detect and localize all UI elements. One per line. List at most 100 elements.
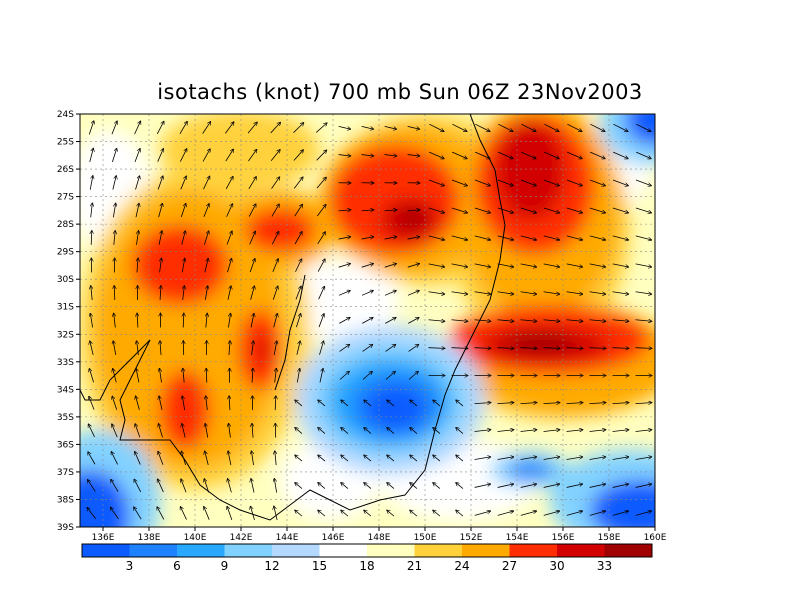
wind-arrow bbox=[338, 264, 350, 268]
wind-arrow bbox=[318, 428, 326, 434]
colorbar-label: 6 bbox=[173, 559, 181, 573]
wind-arrow bbox=[451, 320, 468, 322]
wind-arrow bbox=[134, 121, 141, 135]
wind-arrow bbox=[612, 179, 628, 186]
wind-arrow bbox=[428, 348, 445, 349]
wind-arrow bbox=[589, 263, 606, 267]
wind-arrow bbox=[387, 400, 395, 407]
wind-arrow bbox=[428, 263, 445, 267]
wind-arrow bbox=[543, 348, 560, 349]
wind-arrow bbox=[179, 122, 187, 135]
wind-arrow bbox=[158, 231, 162, 245]
wind-arrow bbox=[543, 291, 560, 294]
wind-arrow bbox=[90, 341, 94, 355]
wind-arrow bbox=[520, 484, 537, 488]
wind-arrow bbox=[341, 400, 349, 407]
wind-arrow bbox=[635, 511, 651, 516]
wind-arrow bbox=[275, 396, 276, 411]
colorbar-swatch bbox=[129, 544, 177, 557]
wind-arrow bbox=[475, 123, 489, 131]
wind-arrow bbox=[183, 369, 184, 383]
wind-arrow bbox=[183, 286, 185, 300]
wind-arrow bbox=[338, 291, 350, 296]
wind-arrow bbox=[247, 122, 257, 134]
wind-arrow bbox=[341, 510, 349, 517]
wind-arrow bbox=[318, 314, 324, 328]
wind-arrow bbox=[497, 430, 514, 432]
wind-arrow bbox=[429, 151, 444, 158]
wind-arrow bbox=[543, 320, 560, 322]
wind-arrow bbox=[112, 424, 118, 438]
wind-arrow bbox=[339, 318, 349, 324]
wind-arrow bbox=[135, 204, 139, 218]
wind-arrow bbox=[612, 430, 629, 432]
wind-arrow bbox=[612, 457, 629, 460]
y-tick-label: 37S bbox=[57, 468, 74, 478]
wind-arrow bbox=[204, 259, 208, 273]
wind-arrow bbox=[272, 232, 278, 245]
wind-arrow bbox=[474, 348, 491, 349]
wind-arrow bbox=[228, 314, 230, 328]
wind-arrow bbox=[135, 452, 141, 465]
wind-arrow bbox=[543, 235, 559, 240]
wind-arrow bbox=[251, 479, 255, 493]
wind-arrow bbox=[89, 149, 94, 163]
wind-arrow bbox=[408, 345, 419, 352]
wind-arrow bbox=[407, 291, 419, 296]
wind-arrow bbox=[180, 149, 186, 162]
coastline bbox=[80, 114, 506, 521]
y-tick-label: 26S bbox=[57, 165, 74, 175]
wind-arrow bbox=[134, 479, 142, 493]
wind-arrow bbox=[180, 204, 185, 218]
wind-arrow bbox=[433, 400, 441, 407]
wind-arrow bbox=[497, 179, 513, 186]
wind-arrow bbox=[252, 341, 254, 356]
plot-frame bbox=[79, 113, 656, 528]
wind-arrow bbox=[182, 424, 186, 438]
wind-arrow bbox=[408, 372, 418, 380]
wind-arrow bbox=[316, 150, 327, 161]
wind-arrow bbox=[497, 484, 514, 488]
wind-arrow bbox=[364, 455, 372, 462]
wind-arrow bbox=[248, 177, 256, 190]
colorbar-label: 15 bbox=[312, 559, 327, 573]
wind-arrow bbox=[206, 396, 208, 411]
wind-arrow bbox=[181, 479, 187, 493]
wind-arrow bbox=[497, 291, 514, 294]
wind-arrow bbox=[520, 348, 537, 349]
wind-arrow bbox=[295, 455, 303, 462]
wind-arrow bbox=[451, 291, 468, 294]
wind-arrow bbox=[156, 122, 163, 135]
wind-arrow bbox=[635, 430, 652, 432]
wind-arrow bbox=[113, 341, 117, 355]
colorbar-frame bbox=[81, 543, 653, 558]
x-tick-label: 136E bbox=[92, 533, 115, 543]
wind-arrow bbox=[635, 457, 652, 460]
y-tick-label: 27S bbox=[57, 193, 74, 203]
wind-arrow bbox=[567, 151, 582, 158]
wind-speed-field bbox=[80, 114, 655, 527]
wind-arrow bbox=[589, 511, 605, 516]
wind-arrow bbox=[543, 430, 560, 432]
wind-arrow bbox=[293, 123, 304, 133]
wind-arrow bbox=[362, 372, 372, 380]
wind-arrow bbox=[227, 259, 232, 273]
wind-arrow bbox=[114, 231, 115, 245]
wind-arrow bbox=[227, 507, 233, 520]
wind-arrow bbox=[612, 263, 629, 267]
wind-arrow bbox=[520, 291, 537, 294]
wind-arrow bbox=[589, 484, 606, 488]
wind-arrow bbox=[543, 484, 560, 488]
wind-arrow bbox=[225, 149, 234, 162]
wind-arrow bbox=[566, 403, 583, 404]
wind-arrow bbox=[182, 396, 186, 411]
wind-arrow bbox=[295, 286, 301, 300]
wind-arrow bbox=[451, 348, 468, 349]
wind-arrow bbox=[134, 507, 142, 520]
wind-arrow bbox=[88, 452, 96, 465]
wind-arrow bbox=[112, 176, 116, 190]
x-tick-label: 150E bbox=[414, 533, 437, 543]
wind-arrow bbox=[566, 511, 582, 516]
wind-arrow bbox=[387, 483, 395, 489]
wind-arrow bbox=[114, 314, 116, 328]
